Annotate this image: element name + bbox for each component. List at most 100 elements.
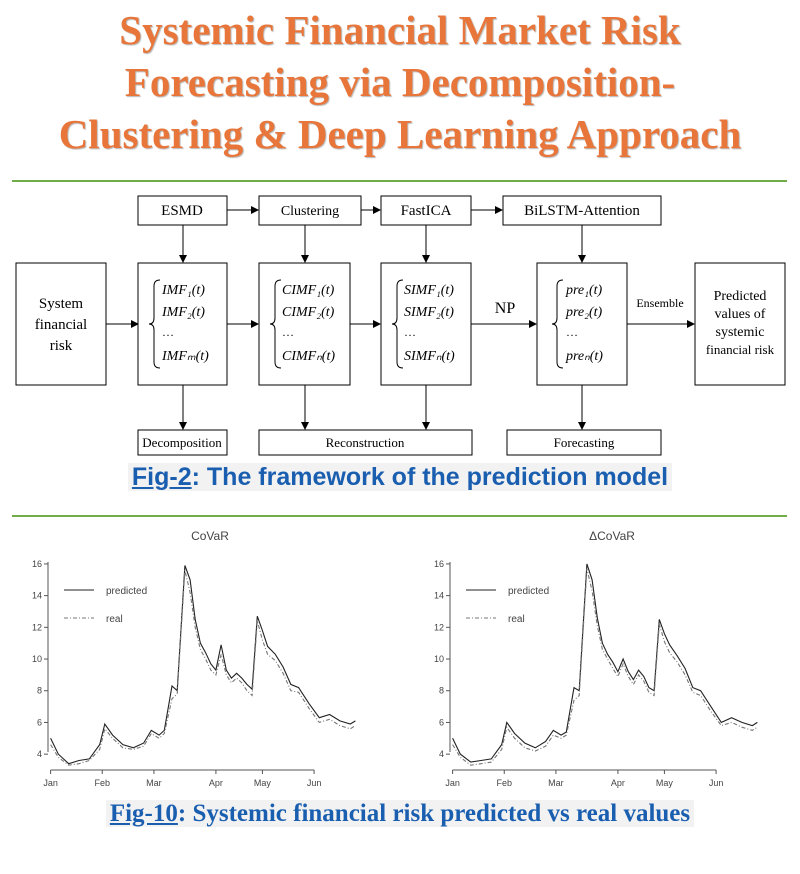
y-tick-label: 12 bbox=[434, 622, 444, 632]
output-box bbox=[694, 262, 786, 386]
decomposition-label: Decomposition bbox=[142, 435, 222, 450]
brace-group bbox=[148, 279, 564, 369]
legend-label-real: real bbox=[106, 614, 123, 625]
chart-title: CoVaR bbox=[191, 529, 229, 543]
imf-item-2: IMF₂(t) bbox=[161, 305, 205, 320]
y-tick-label: 16 bbox=[32, 559, 42, 569]
pre-box bbox=[536, 262, 628, 386]
fastica-box bbox=[380, 195, 472, 226]
forecasting-label: Forecasting bbox=[554, 435, 615, 450]
cimf-item-ellipsis: … bbox=[282, 325, 294, 339]
x-tick-label: Jan bbox=[445, 778, 460, 788]
series-line-real bbox=[452, 568, 758, 766]
cimf-box bbox=[258, 262, 351, 386]
pre-item-2: pre₂(t) bbox=[565, 305, 603, 320]
forecasting-box bbox=[506, 429, 662, 456]
y-tick-label: 8 bbox=[37, 686, 42, 696]
title-line-1: Systemic Financial Market Risk bbox=[119, 7, 681, 53]
y-tick-label: 4 bbox=[439, 749, 444, 759]
imf-item-m: IMFₘ(t) bbox=[161, 349, 209, 364]
clustering-box bbox=[258, 195, 362, 226]
simf-item-n: SIMFₙ(t) bbox=[404, 349, 455, 364]
figure-2-caption: Fig-2: The framework of the prediction m… bbox=[0, 463, 800, 492]
x-tick-label: Apr bbox=[209, 778, 223, 788]
arrow-group bbox=[106, 206, 695, 430]
output-line-1: Predicted bbox=[714, 289, 767, 304]
divider-top bbox=[12, 180, 787, 182]
x-tick-label: Mar bbox=[548, 778, 564, 788]
y-tick-label: 4 bbox=[37, 749, 42, 759]
simf-item-1: SIMF₁(t) bbox=[404, 283, 454, 298]
figure-2-link[interactable]: Fig-2 bbox=[131, 463, 192, 491]
y-tick-label: 14 bbox=[434, 591, 444, 601]
fastica-label: FastICA bbox=[401, 203, 452, 219]
legend-label-predicted: predicted bbox=[508, 586, 549, 597]
x-tick-label: Mar bbox=[146, 778, 162, 788]
legend-label-real: real bbox=[508, 614, 525, 625]
pre-item-ellipsis: … bbox=[566, 325, 578, 339]
pre-item-n: preₙ(t) bbox=[565, 349, 603, 364]
y-tick-label: 6 bbox=[37, 717, 42, 727]
input-risk-box bbox=[15, 262, 107, 386]
x-tick-label: May bbox=[656, 778, 674, 788]
cimf-item-2: CIMF₂(t) bbox=[282, 305, 335, 320]
imf-item-1: IMF₁(t) bbox=[161, 283, 205, 298]
cimf-brace bbox=[269, 279, 282, 369]
y-tick-label: 10 bbox=[32, 654, 42, 664]
title-line-3: Clustering & Deep Learning Approach bbox=[58, 111, 742, 157]
legend-label-predicted: predicted bbox=[106, 586, 147, 597]
page-title: Systemic Financial Market Risk Forecasti… bbox=[0, 4, 800, 160]
simf-item-ellipsis: … bbox=[404, 325, 416, 339]
x-tick-label: Feb bbox=[94, 778, 110, 788]
esmd-label: ESMD bbox=[161, 203, 203, 219]
output-line-2: values of bbox=[715, 307, 766, 322]
np-label: NP bbox=[495, 300, 516, 317]
reconstruction-box bbox=[258, 429, 473, 456]
clustering-label: Clustering bbox=[281, 204, 339, 219]
figure-10-link[interactable]: Fig-10 bbox=[109, 800, 178, 827]
x-tick-label: Apr bbox=[611, 778, 625, 788]
figure-10-caption-text: : Systemic financial risk predicted vs r… bbox=[177, 800, 691, 827]
simf-box bbox=[380, 262, 472, 386]
series-line-predicted bbox=[50, 565, 356, 765]
series-line-real bbox=[50, 570, 356, 766]
figure-10-caption: Fig-10: Systemic financial risk predicte… bbox=[0, 800, 800, 828]
bilstm-attention-box bbox=[502, 195, 662, 226]
y-tick-label: 10 bbox=[434, 654, 444, 664]
delta-covar-chart: ΔCoVaR 4 6 8 10 12 14 16 Jan Feb Mar Apr May Jun predi… bbox=[434, 529, 758, 788]
x-tick-label: Feb bbox=[496, 778, 512, 788]
imf-brace bbox=[148, 279, 161, 369]
esmd-box bbox=[137, 195, 228, 226]
decomposition-box bbox=[137, 429, 228, 456]
input-line-1: System bbox=[39, 296, 84, 312]
x-tick-label: May bbox=[254, 778, 272, 788]
y-tick-label: 16 bbox=[434, 559, 444, 569]
series-line-predicted bbox=[452, 563, 758, 763]
cimf-item-n: CIMFₙ(t) bbox=[282, 349, 335, 364]
pre-brace bbox=[551, 279, 564, 369]
x-tick-label: Jan bbox=[43, 778, 58, 788]
y-tick-label: 8 bbox=[439, 686, 444, 696]
imf-box bbox=[137, 262, 228, 386]
figure-2-caption-text: : The framework of the prediction model bbox=[191, 463, 669, 491]
cimf-item-1: CIMF₁(t) bbox=[282, 283, 335, 298]
bilstm-attention-label: BiLSTM-Attention bbox=[524, 203, 640, 219]
output-line-3: systemic bbox=[716, 325, 765, 340]
simf-item-2: SIMF₂(t) bbox=[404, 305, 454, 320]
x-tick-label: Jun bbox=[307, 778, 322, 788]
covar-chart: CoVaR 4 6 8 10 12 14 16 Jan Feb Mar Apr May Jun predic… bbox=[32, 529, 356, 788]
x-tick-label: Jun bbox=[709, 778, 724, 788]
y-tick-label: 12 bbox=[32, 622, 42, 632]
y-tick-label: 6 bbox=[439, 717, 444, 727]
imf-item-ellipsis: … bbox=[162, 325, 174, 339]
pre-item-1: pre₁(t) bbox=[565, 283, 603, 298]
reconstruction-label: Reconstruction bbox=[326, 435, 405, 450]
ensemble-label: Ensemble bbox=[636, 296, 683, 310]
input-line-3: risk bbox=[50, 338, 73, 354]
divider-middle bbox=[12, 515, 787, 517]
y-tick-label: 14 bbox=[32, 591, 42, 601]
input-line-2: financial bbox=[35, 317, 87, 333]
chart-title: ΔCoVaR bbox=[589, 529, 635, 543]
output-line-4: financial risk bbox=[706, 342, 775, 357]
